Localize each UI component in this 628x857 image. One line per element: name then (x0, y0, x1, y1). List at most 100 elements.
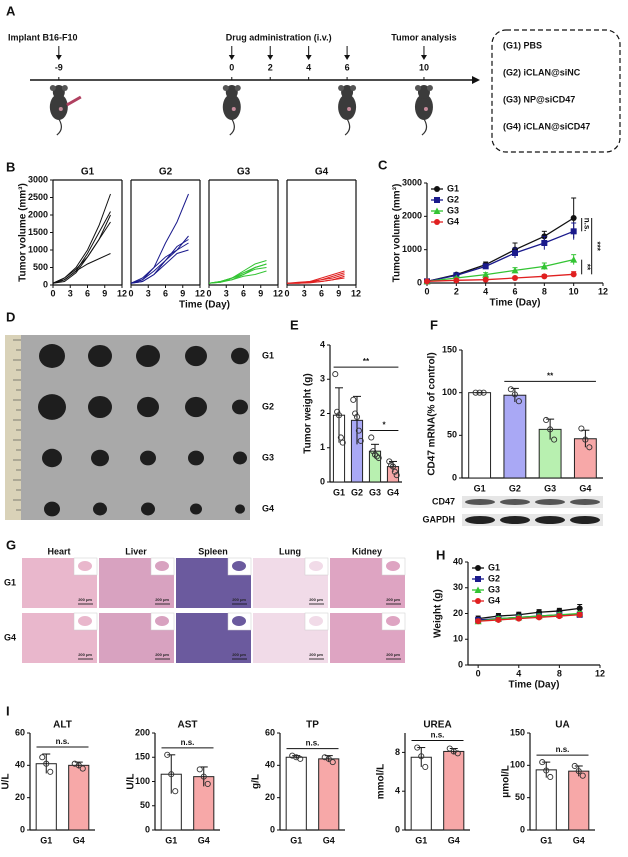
y-tick-label: 1000 (402, 244, 422, 254)
chart-title: ALT (53, 720, 72, 731)
data-point (196, 766, 203, 773)
marker (474, 586, 482, 593)
chart-title: G1 (81, 167, 95, 178)
bar (443, 750, 465, 831)
y-axis-label: g/L (251, 774, 262, 789)
data-point (357, 437, 364, 444)
y-tick-label: 50 (447, 430, 457, 440)
blot-band (465, 516, 495, 524)
inset-organ (309, 616, 323, 626)
y-tick-label: 2000 (28, 209, 48, 219)
tumor (88, 395, 112, 419)
x-tick-label: 6 (512, 286, 517, 296)
bar (535, 769, 557, 831)
bar (468, 392, 492, 479)
marker (576, 611, 583, 618)
x-tick-label: 8 (542, 286, 547, 296)
data-point (79, 765, 86, 772)
data-point (321, 754, 328, 761)
syringe (66, 95, 82, 107)
tumor (141, 502, 155, 516)
panel-label: A (6, 3, 16, 18)
column-label: Lung (279, 546, 301, 556)
y-tick-label: 3 (320, 374, 325, 384)
y-axis-label: CD47 mRNA(% of control) (427, 352, 438, 475)
y-tick-label: 3000 (402, 177, 422, 187)
tumor (233, 451, 247, 465)
data-point (480, 389, 487, 396)
x-tick-label: 3 (302, 288, 307, 298)
inset-organ (155, 616, 169, 626)
mouse-ear (61, 85, 68, 91)
scale-bar-label: 200 μm (386, 597, 400, 602)
mouse-tail (56, 118, 62, 136)
y-tick-label: 0 (452, 472, 457, 482)
data-point (507, 386, 514, 393)
data-point (586, 444, 593, 451)
chart-title: UA (555, 720, 569, 731)
bar (503, 394, 527, 479)
x-axis-label: Time (Day) (490, 298, 541, 309)
series-line (287, 277, 345, 284)
significance-label: *** (593, 241, 602, 251)
chart-title: TP (306, 720, 319, 731)
data-point (579, 772, 586, 779)
row-label: G1 (262, 350, 274, 360)
chart-title: G2 (159, 167, 173, 178)
marker (541, 240, 548, 246)
x-axis-label: Time (Day) (509, 680, 560, 691)
data-point (446, 745, 453, 752)
tumor (232, 399, 248, 415)
marker (482, 263, 489, 270)
x-tick-label: G1 (40, 835, 52, 845)
group-label: (G1) PBS (503, 40, 542, 50)
arrow-head (305, 55, 312, 60)
y-tick-label: 10 (453, 634, 463, 644)
y-tick-label: 150 (510, 727, 525, 737)
data-point (391, 468, 398, 475)
series-line (130, 249, 189, 284)
data-point (373, 453, 380, 460)
x-tick-label: 9 (336, 288, 341, 298)
tick-label: -9 (55, 62, 63, 72)
legend-label: G2 (488, 573, 500, 583)
x-tick-label: 3 (224, 288, 229, 298)
x-tick-label: G2 (509, 483, 521, 493)
legend-label: G3 (488, 584, 500, 594)
marker (424, 278, 430, 285)
x-tick-label: 4 (483, 286, 488, 296)
series-line (426, 230, 574, 282)
x-tick-label: 0 (50, 288, 55, 298)
x-tick-label: 3 (68, 288, 73, 298)
marker (512, 275, 518, 281)
y-axis-label: Tumor volume (mm³) (18, 183, 29, 282)
mouse-body (414, 94, 433, 120)
mouse-tumor (58, 107, 63, 111)
tick-label: 0 (229, 62, 234, 72)
scale-bar-label: 200 μm (78, 652, 92, 657)
marker (570, 256, 578, 263)
y-tick-label: 0 (20, 824, 25, 834)
significance-label: * (382, 421, 386, 430)
data-point (43, 760, 50, 767)
y-tick-label: 4 (320, 339, 325, 349)
data-point (547, 426, 554, 433)
mouse-head (52, 85, 65, 99)
inset-organ (232, 561, 246, 571)
marker (475, 576, 481, 582)
y-axis-label: μmol/L (501, 765, 512, 798)
data-point (515, 398, 522, 405)
data-point (204, 780, 211, 787)
bar (568, 770, 590, 831)
data-point (297, 755, 304, 762)
mouse-ear (234, 85, 241, 91)
mouse-body (49, 94, 68, 120)
chart-title: UREA (423, 720, 451, 731)
panel-label: D (6, 309, 15, 324)
significance-label: n.s. (56, 737, 70, 746)
mouse-tumor (231, 107, 236, 111)
marker (511, 266, 519, 274)
y-tick-label: 100 (135, 776, 150, 786)
series-line (208, 267, 267, 284)
